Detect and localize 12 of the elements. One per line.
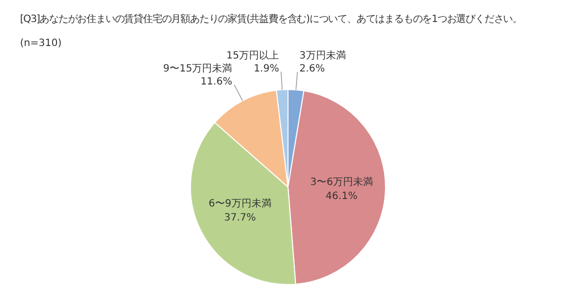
data-label: 2.6%: [299, 63, 325, 74]
text: (n=310): [19, 37, 63, 49]
slice-label: 3〜6万円未満: [310, 176, 373, 188]
data-label: 46.1%: [326, 190, 358, 202]
data-label: 37.7%: [224, 212, 256, 224]
slice-label: 3万円未満: [299, 49, 346, 62]
slice-label: 15万円以上: [226, 49, 280, 62]
slice-label: 9〜15万円未満: [163, 62, 232, 74]
data-label: 1.9%: [254, 63, 280, 74]
slice-label: 6〜9万円未満: [208, 198, 272, 210]
data-label: 11.6%: [200, 76, 232, 88]
chart-title: [Q3]あなたがお住まいの賃貸住宅の月額あたりの家賃(共益費を含む)について、あてはまるものを1つお選びください。: [19, 12, 524, 26]
